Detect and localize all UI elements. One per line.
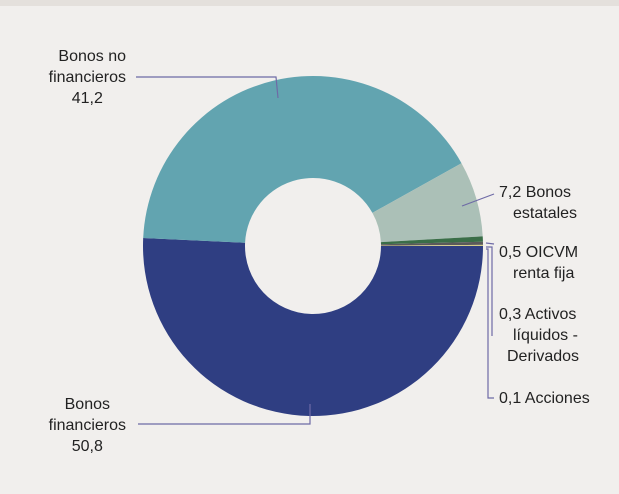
label-line: financieros: [48, 69, 126, 86]
leader-oicvm-renta-fija: [485, 242, 495, 245]
slice-bonos-estatales: [372, 163, 483, 243]
label-line: 50,8: [71, 438, 103, 455]
label-line: Bonos no: [58, 48, 126, 65]
slice-bonos-financieros: [142, 237, 483, 417]
slice-acciones: [380, 244, 483, 246]
label-line: Derivados: [507, 348, 580, 365]
label-line: renta fija: [513, 265, 575, 282]
leader-bonos-no-financieros: [136, 76, 279, 99]
label-line: financieros: [48, 417, 126, 434]
leader-bonos-estatales: [461, 193, 495, 207]
leader-acciones: [486, 248, 494, 399]
leader-activos-liquidos-derivados: [486, 246, 493, 336]
donut-chart: [136, 76, 495, 425]
label-line: líquidos -: [513, 327, 578, 344]
label-line: 41,2: [71, 90, 103, 107]
label-line: 0,1 Acciones: [499, 390, 590, 407]
leader-bonos-financieros: [138, 404, 311, 425]
label-line: Bonos: [64, 396, 110, 413]
label-line: 7,2 Bonos: [499, 184, 572, 201]
label-acciones: 0,1 Acciones: [499, 388, 590, 409]
label-line: 0,3 Activos: [499, 306, 577, 323]
label-activos-liquidos-derivados: 0,3 Activos líquidos - Derivados: [499, 304, 579, 367]
slice-oicvm-renta-fija: [380, 236, 483, 245]
label-oicvm-renta-fija: 0,5 OICVM renta fija: [499, 242, 578, 284]
label-bonos-financieros: Bonos financieros 50,8: [49, 394, 126, 457]
slice-activos-liquidos-derivados: [380, 241, 483, 246]
label-line: 0,5 OICVM: [499, 244, 579, 261]
label-bonos-estatales: 7,2 Bonos estatales: [499, 182, 577, 224]
slice-bonos-no-financieros: [143, 76, 462, 243]
label-line: estatales: [513, 205, 578, 222]
label-bonos-no-financieros: Bonos no financieros 41,2: [49, 46, 126, 109]
